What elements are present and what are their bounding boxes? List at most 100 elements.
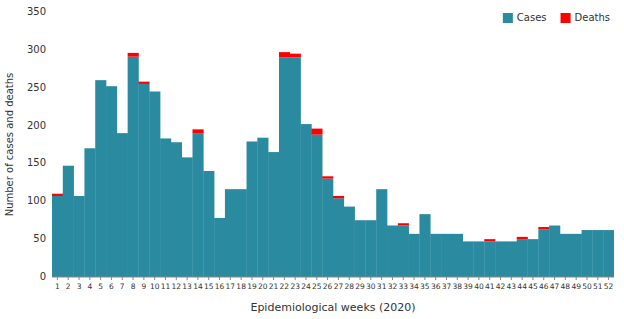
- x-tick: [489, 277, 490, 280]
- x-tick-label: 14: [193, 282, 203, 291]
- x-tick: [554, 277, 555, 280]
- x-tick-label: 8: [131, 282, 136, 291]
- x-tick-label: 7: [120, 282, 125, 291]
- bar: [63, 166, 74, 277]
- bar: [409, 234, 420, 277]
- bar: [592, 230, 603, 277]
- bar: [322, 176, 333, 178]
- x-tick-label: 34: [409, 282, 419, 291]
- bar: [538, 227, 549, 229]
- x-tick-label: 43: [507, 282, 517, 291]
- bar: [376, 189, 387, 190]
- x-tick-label: 25: [312, 282, 322, 291]
- bar: [398, 226, 409, 277]
- x-tick-label: 30: [366, 282, 376, 291]
- x-tick-label: 42: [496, 282, 506, 291]
- x-tick-label: 2: [66, 282, 71, 291]
- bar: [517, 239, 528, 277]
- bar: [160, 138, 171, 277]
- bar: [603, 230, 614, 231]
- x-tick: [478, 277, 479, 280]
- bar: [106, 86, 117, 277]
- x-tick: [327, 277, 328, 280]
- bar: [52, 196, 63, 277]
- x-axis-line: [52, 277, 614, 278]
- x-tick: [57, 277, 58, 280]
- x-tick-label: 19: [247, 282, 257, 291]
- bar: [117, 133, 128, 134]
- bar: [311, 129, 322, 135]
- x-tick: [532, 277, 533, 280]
- x-tick: [370, 277, 371, 280]
- x-tick-label: 24: [301, 282, 311, 291]
- x-tick-label: 4: [87, 282, 92, 291]
- bar: [279, 57, 290, 277]
- x-tick: [79, 277, 80, 280]
- x-tick: [565, 277, 566, 280]
- x-tick: [262, 277, 263, 280]
- x-tick: [154, 277, 155, 280]
- bar: [571, 234, 582, 277]
- bar: [290, 57, 301, 277]
- bar: [430, 233, 441, 234]
- bar: [365, 220, 376, 221]
- bar: [106, 86, 117, 87]
- x-tick: [122, 277, 123, 280]
- x-tick: [349, 277, 350, 280]
- bar: [214, 217, 225, 218]
- x-tick-label: 3: [77, 282, 82, 291]
- x-tick-label: 38: [453, 282, 463, 291]
- x-tick: [176, 277, 177, 280]
- x-tick-label: 36: [431, 282, 441, 291]
- bar: [257, 137, 268, 138]
- bar: [528, 239, 539, 240]
- bar: [592, 230, 603, 231]
- bar: [74, 195, 85, 196]
- bar: [463, 241, 474, 242]
- bar: [582, 230, 593, 277]
- x-tick-label: 20: [258, 282, 268, 291]
- bar: [149, 91, 160, 92]
- bar: [452, 234, 463, 277]
- x-tick-label: 41: [485, 282, 495, 291]
- bar: [409, 233, 420, 234]
- legend-label: Deaths: [575, 12, 610, 23]
- x-tick: [511, 277, 512, 280]
- bar: [311, 135, 322, 277]
- y-tick-label: 300: [27, 44, 46, 55]
- x-tick-label: 28: [344, 282, 354, 291]
- x-tick-label: 17: [226, 282, 236, 291]
- bar: [171, 142, 182, 143]
- x-tick: [457, 277, 458, 280]
- x-tick: [435, 277, 436, 280]
- x-tick: [403, 277, 404, 280]
- x-tick: [111, 277, 112, 280]
- y-tick-label: 150: [27, 157, 46, 168]
- x-tick: [133, 277, 134, 280]
- x-tick: [608, 277, 609, 280]
- y-axis-title: Number of cases and deaths: [4, 73, 15, 217]
- bar: [193, 133, 204, 277]
- x-tick: [522, 277, 523, 280]
- y-tick-label: 200: [27, 120, 46, 131]
- x-tick: [586, 277, 587, 280]
- bar: [63, 165, 74, 166]
- y-tick-label: 50: [33, 233, 46, 244]
- x-tick-label: 40: [474, 282, 484, 291]
- bar: [603, 230, 614, 277]
- legend-item: Cases: [503, 12, 547, 23]
- x-tick: [251, 277, 252, 280]
- bar: [538, 229, 549, 277]
- bar: [419, 214, 430, 215]
- bar: [95, 80, 106, 277]
- bar: [279, 52, 290, 57]
- x-tick-label: 51: [593, 282, 603, 291]
- bar: [236, 189, 247, 277]
- bar: [52, 194, 63, 196]
- x-tick: [424, 277, 425, 280]
- bar: [193, 129, 204, 133]
- legend-swatch: [503, 13, 513, 23]
- bar: [419, 214, 430, 277]
- bar: [138, 84, 149, 277]
- x-axis-title: Epidemiological weeks (2020): [250, 301, 415, 314]
